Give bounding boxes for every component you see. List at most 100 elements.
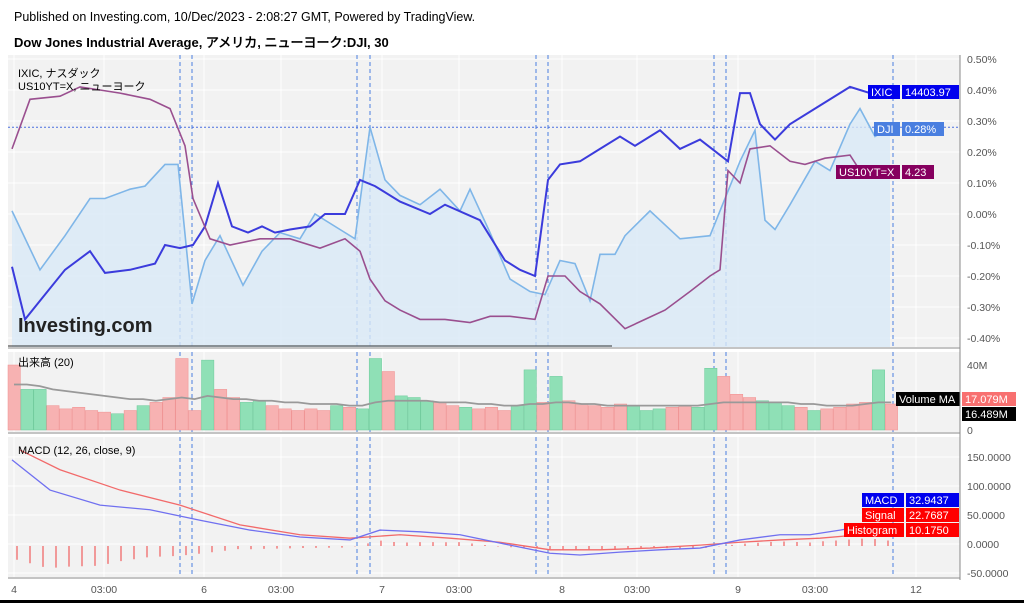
volume-bar (175, 358, 189, 431)
macd-value-bg (906, 493, 959, 507)
ixic-tag: IXIC (871, 87, 892, 99)
dji-area (12, 108, 890, 347)
volume-bar (730, 394, 744, 431)
volume-bar (691, 407, 705, 431)
volume-bar (704, 368, 718, 431)
signal-tag: Signal (865, 510, 896, 522)
investing-logo: Investing.com (18, 315, 152, 337)
macd-line (11, 459, 890, 556)
volume-ma-value-bg (962, 392, 1016, 406)
volume-bar (755, 400, 769, 431)
us10-tag-bg (836, 165, 900, 179)
volume-bar (291, 410, 305, 431)
volume-bar (252, 400, 266, 431)
x-tick-label: 03:00 (802, 584, 828, 596)
volume-bar (523, 369, 537, 431)
y-tick-label: 0.20% (967, 147, 997, 159)
signal-line (19, 449, 891, 551)
y-tick-label: 0 (967, 425, 973, 437)
volume-bar (846, 403, 860, 431)
volume-bar (807, 410, 821, 431)
volume-bar (33, 389, 47, 431)
volume-bar (265, 405, 279, 431)
x-tick-label: 03:00 (446, 584, 472, 596)
ixic-tag-bg (868, 85, 900, 99)
volume-ma-line (14, 383, 892, 407)
y-tick-label: 40M (967, 360, 987, 372)
volume-bar (368, 358, 382, 431)
y-tick-label: -0.10% (967, 240, 1000, 252)
volume-bar (20, 389, 34, 431)
volume-bar (162, 397, 176, 431)
volume-bar (588, 405, 602, 431)
volume-bar (575, 403, 589, 431)
chart-title: Dow Jones Industrial Average, アメリカ, ニューヨ… (14, 35, 389, 50)
volume-bar (781, 405, 795, 431)
volume-bar (394, 395, 408, 431)
y-tick-label: 50.0000 (967, 510, 1005, 522)
volume-bar (214, 389, 228, 431)
volume-bar (562, 400, 576, 431)
dji-tag-bg (874, 122, 900, 136)
volume-bar (884, 403, 898, 431)
ixic-value-bg (902, 85, 959, 99)
x-tick-label: 9 (735, 584, 741, 596)
y-tick-label: 0.50% (967, 54, 997, 66)
volume-bar (678, 405, 692, 431)
macd-pane (8, 437, 960, 577)
y-tick-label: 150.0000 (967, 452, 1011, 464)
volume-bar (136, 405, 150, 431)
histogram-value: 10.1750 (909, 525, 949, 537)
volume-bar (639, 410, 653, 431)
y-tick-label: -50.0000 (967, 568, 1009, 580)
signal-tag-bg (862, 508, 904, 522)
volume-bar (446, 405, 460, 431)
volume-bar (485, 407, 498, 431)
volume-bar (123, 410, 137, 431)
x-tick-label: 03:00 (624, 584, 650, 596)
volume-ma-tag: Volume MA (899, 394, 956, 406)
y-tick-label: 100.0000 (967, 481, 1011, 493)
volume-bar (872, 369, 885, 431)
macd-value: 32.9437 (909, 495, 949, 507)
volume-bar (188, 410, 202, 431)
y-tick-label: 0.10% (967, 178, 997, 190)
volume-bar (510, 405, 524, 431)
y-tick-label: -0.30% (967, 302, 1000, 314)
us10-value-bg (902, 165, 934, 179)
ixic-line (11, 85, 894, 322)
volume-value-bg (962, 407, 1016, 421)
x-tick-label: 03:00 (91, 584, 117, 596)
volume-bar (601, 407, 615, 431)
volume-bar (768, 402, 782, 431)
volume-bar (420, 400, 434, 431)
legend-ixic: IXIC, ナスダック (18, 66, 101, 80)
y-tick-label: 0.40% (967, 85, 997, 97)
volume-bar (356, 408, 369, 431)
dji-line (11, 107, 891, 305)
volume-bar (459, 407, 473, 431)
dji-value: 0.28% (905, 124, 936, 136)
volume-bar (98, 411, 111, 431)
volume-bar (820, 408, 834, 431)
volume-ma-tag-bg (896, 392, 960, 406)
y-tick-label: 0.0000 (967, 539, 999, 551)
volume-ma-value: 17.079M (965, 394, 1008, 406)
y-tick-label: 0.00% (967, 209, 997, 221)
dji-tag: DJI (877, 124, 894, 136)
signal-value-bg (906, 508, 959, 522)
volume-bar (110, 413, 124, 431)
histogram-value-bg (906, 523, 959, 537)
volume-bar (343, 407, 357, 431)
volume-title: 出来高 (20) (18, 355, 74, 369)
volume-bar (536, 402, 550, 431)
macd-title: MACD (12, 26, close, 9) (18, 445, 135, 457)
volume-bar (472, 408, 486, 431)
volume-bar (614, 403, 627, 431)
volume-bar (665, 407, 679, 431)
volume-bar (7, 364, 21, 431)
volume-bar (833, 407, 847, 431)
volume-bar (743, 397, 756, 431)
x-tick-label: 4 (11, 584, 17, 596)
